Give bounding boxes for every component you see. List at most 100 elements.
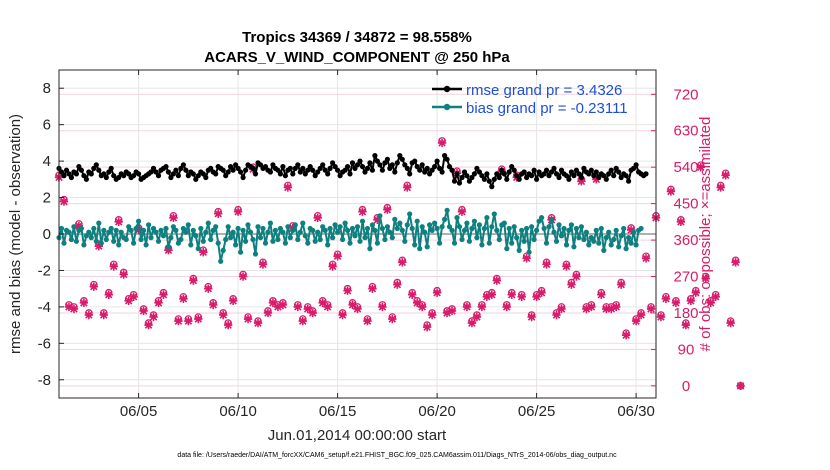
obs-assimilated-point <box>398 258 407 267</box>
bias-point <box>626 235 632 241</box>
obs-assimilated-point <box>378 302 387 312</box>
bias-point <box>598 225 604 232</box>
bias-point <box>223 236 229 243</box>
rmse-point <box>394 160 400 166</box>
bias-point <box>519 227 525 233</box>
obs-assimilated-point <box>552 310 561 320</box>
bias-point <box>429 227 435 233</box>
bias-point <box>402 238 408 244</box>
bias-point <box>290 227 296 233</box>
rmse-point <box>456 180 463 186</box>
obs-assimilated-point <box>696 162 705 172</box>
obs-assimilated-point <box>109 262 118 271</box>
bias-point <box>158 227 164 233</box>
bias-point <box>354 224 361 230</box>
rmse-point <box>389 162 395 168</box>
rmse-point <box>96 167 102 173</box>
rmse-point <box>397 153 403 159</box>
rmse-point <box>377 162 383 168</box>
rmse-point <box>83 176 89 182</box>
rmse-point <box>586 171 592 177</box>
obs-assimilated-point <box>303 304 312 314</box>
y-left-tick-label: -2 <box>38 262 51 279</box>
rmse-point <box>238 169 244 175</box>
rmse-point <box>464 173 470 179</box>
obs-assimilated-point <box>422 322 432 332</box>
bias-point <box>265 229 271 235</box>
x-tick-label: 06/10 <box>219 403 257 420</box>
bias-point <box>78 225 84 232</box>
rmse-point <box>439 169 445 175</box>
obs-assimilated-point <box>79 298 89 308</box>
bias-point <box>359 218 366 224</box>
bias-point <box>150 225 157 232</box>
rmse-point <box>491 176 497 182</box>
obs-assimilated-point <box>646 304 656 314</box>
bias-point <box>521 238 527 244</box>
bias-point <box>638 225 644 232</box>
bias-point <box>315 229 321 235</box>
obs-assimilated-point <box>522 254 531 263</box>
bias-point <box>190 227 196 233</box>
bias-point <box>369 222 375 228</box>
rmse-point <box>449 167 455 173</box>
rmse-point <box>163 164 169 170</box>
rmse-point <box>451 178 458 184</box>
rmse-point <box>496 174 502 181</box>
rmse-point <box>173 167 179 173</box>
obs-assimilated-point <box>313 213 322 223</box>
bias-point <box>631 229 637 235</box>
bias-point <box>588 235 594 241</box>
obs-assimilated-point <box>726 318 735 328</box>
bias-point <box>571 244 577 250</box>
obs-assimilated-point <box>467 318 477 328</box>
rmse-point <box>335 167 341 173</box>
data-file-footer: data file: /Users/raeder/DAI/ATM_forcXX/… <box>177 452 617 459</box>
obs-assimilated-point <box>686 296 696 306</box>
bias-point <box>374 240 380 246</box>
obs-assimilated-point <box>502 302 511 312</box>
obs-assimilated-point <box>671 298 681 308</box>
bias-point <box>267 220 273 226</box>
rmse-point <box>165 169 171 175</box>
rmse-point <box>121 173 127 179</box>
obs-assimilated-point <box>621 331 631 340</box>
rmse-point <box>61 173 67 179</box>
obs-markers <box>54 137 745 391</box>
obs-assimilated-point <box>204 284 213 293</box>
obs-assimilated-point <box>492 276 501 285</box>
obs-assimilated-point <box>134 225 143 235</box>
bias-point <box>491 211 497 217</box>
bias-point <box>591 238 597 244</box>
rmse-point <box>325 171 331 177</box>
obs-assimilated-point <box>169 213 178 223</box>
obs-assimilated-point <box>308 308 317 318</box>
bias-point <box>553 238 560 244</box>
obs-assimilated-point <box>691 288 700 297</box>
obs-assimilated-point <box>472 312 482 322</box>
obs-assimilated-point <box>124 296 133 306</box>
obs-assimilated-point <box>338 310 347 320</box>
rmse-point <box>461 169 468 175</box>
bias-point <box>71 224 77 230</box>
bias-point <box>451 240 458 246</box>
rmse-point <box>546 173 552 179</box>
obs-assimilated-point <box>388 314 397 324</box>
bias-point <box>628 240 634 246</box>
obs-assimilated-point <box>477 302 487 312</box>
obs-assimilated-point <box>432 288 442 297</box>
bias-point <box>143 242 149 248</box>
obs-assimilated-point <box>532 292 541 301</box>
rmse-point <box>78 167 84 173</box>
bias-point <box>86 229 92 235</box>
rmse-series <box>56 153 649 190</box>
bias-point <box>245 222 251 228</box>
obs-assimilated-point <box>736 381 745 391</box>
obs-assimilated-point <box>427 310 437 320</box>
rmse-point <box>399 156 405 162</box>
bias-point <box>367 246 373 252</box>
y-right-axis-label: # of obs: o=possible; ×=assimilated <box>697 117 714 352</box>
bias-point <box>111 238 117 244</box>
bias-point <box>417 246 423 252</box>
bias-point <box>203 229 209 235</box>
